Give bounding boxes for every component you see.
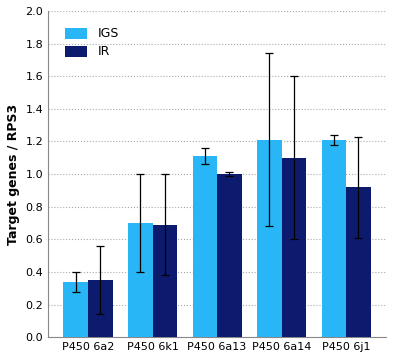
Bar [128, 223, 152, 337]
Y-axis label: Target genes / RPS3: Target genes / RPS3 [7, 103, 20, 244]
Bar [321, 140, 346, 337]
Bar [217, 174, 242, 337]
Bar [282, 158, 306, 337]
Bar [152, 225, 177, 337]
Bar [64, 282, 88, 337]
Legend: IGS, IR: IGS, IR [61, 24, 123, 62]
Bar [193, 156, 217, 337]
Bar [88, 280, 112, 337]
Bar [346, 187, 371, 337]
Bar [257, 140, 282, 337]
